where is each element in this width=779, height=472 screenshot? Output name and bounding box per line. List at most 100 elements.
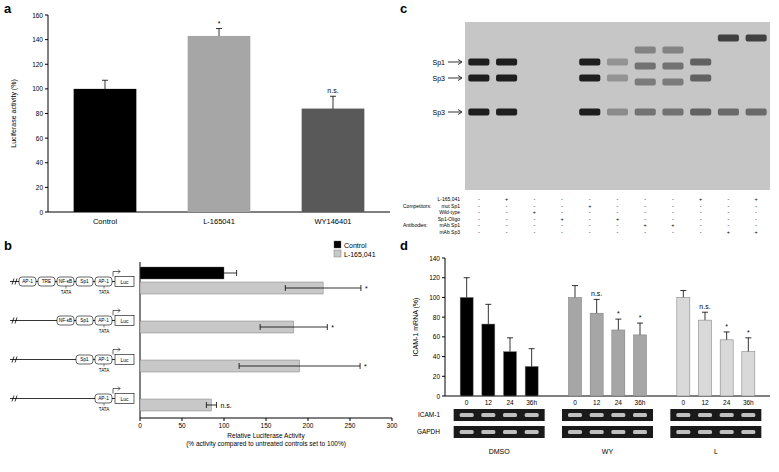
lane-sign: -	[727, 222, 729, 228]
lane-sign: -	[478, 216, 480, 222]
reporter-label: Luc	[120, 357, 129, 363]
category-label: 0	[573, 399, 577, 406]
blot-band	[698, 413, 712, 417]
x-axis-label: (% activity compared to untreated contro…	[186, 440, 346, 448]
bar	[612, 330, 625, 396]
category-label: 36h	[526, 399, 537, 406]
panel-label: d	[400, 238, 408, 253]
error-bar	[285, 285, 361, 291]
reporter-box	[115, 277, 134, 287]
blot-strip	[562, 426, 653, 438]
lane-sign: +	[671, 222, 674, 228]
site-label: NF-κB	[59, 279, 73, 284]
y-tick	[45, 64, 48, 65]
significance: *	[617, 310, 620, 317]
lane-sign: -	[478, 209, 480, 215]
bar	[720, 340, 733, 396]
legend-label: Control	[344, 242, 367, 249]
tata-tick	[104, 403, 105, 406]
lane-sign: -	[506, 209, 508, 215]
error-bar	[211, 270, 236, 276]
site-box	[76, 355, 93, 364]
gel-band	[690, 59, 711, 66]
significance: *	[365, 285, 368, 292]
row-label: L-165,041	[437, 196, 460, 202]
gel-band	[579, 59, 600, 66]
site-label: Sp1	[80, 279, 89, 284]
lane-sign: -	[506, 229, 508, 235]
reporter-box	[115, 316, 134, 326]
significance: *	[639, 314, 642, 321]
reporter-box	[115, 355, 134, 365]
blot-label: GAPDH	[417, 428, 440, 435]
gel-band	[579, 75, 600, 82]
y-tick	[45, 138, 48, 139]
significance: *	[331, 324, 334, 331]
lane-sign: -	[506, 216, 508, 222]
break-mark	[12, 357, 17, 363]
lane-sign: -	[589, 216, 591, 222]
site-label: Sp1	[80, 318, 89, 323]
y-tick-label: 140	[32, 36, 43, 43]
x-tick	[224, 418, 225, 421]
y-tick	[45, 15, 48, 16]
y-tick	[442, 336, 445, 337]
site-label: AP-1	[98, 396, 109, 401]
tss-arrow	[113, 270, 120, 277]
y-axis-label: Luciferase activity (%)	[10, 79, 18, 147]
y-tick-label: 120	[429, 274, 440, 281]
bar	[482, 324, 495, 396]
lane-sign: +	[755, 229, 758, 235]
lane-sign: +	[727, 229, 730, 235]
bar	[74, 89, 137, 212]
y-tick	[442, 277, 445, 278]
lane-sign: +	[588, 203, 591, 209]
x-tick-label: 150	[261, 422, 272, 429]
blot-strip	[670, 426, 761, 438]
significance: n.s.	[591, 290, 602, 297]
significance: *	[364, 363, 367, 370]
site-box	[57, 316, 74, 325]
lane-sign: -	[700, 229, 702, 235]
break-mark	[12, 396, 17, 402]
gel-band	[496, 109, 517, 116]
band-arrow	[448, 110, 462, 115]
y-tick	[442, 297, 445, 298]
error-bar	[260, 324, 327, 330]
lane-sign: -	[727, 216, 729, 222]
y-tick	[442, 376, 445, 377]
lane-sign: -	[755, 209, 757, 215]
y-tick-label: 20	[36, 184, 44, 191]
lane-sign: -	[533, 229, 535, 235]
lane-sign: -	[561, 229, 563, 235]
lane-sign: +	[616, 216, 619, 222]
blot-band	[720, 413, 734, 417]
y-tick	[45, 39, 48, 40]
legend-swatch	[334, 250, 341, 257]
blot-band	[633, 413, 647, 417]
lane-sign: -	[561, 209, 563, 215]
blot-band	[741, 413, 755, 417]
blot-band	[698, 430, 712, 434]
bar	[742, 352, 755, 396]
bar	[677, 297, 690, 396]
lane-sign: -	[727, 196, 729, 202]
gel-band	[718, 35, 739, 42]
bar	[140, 399, 211, 411]
site-box	[19, 277, 36, 286]
x-tick	[392, 418, 393, 421]
y-tick-label: 120	[32, 61, 43, 68]
band-label: Sp3	[433, 109, 446, 117]
bar	[699, 320, 712, 396]
blot-band	[633, 430, 647, 434]
row-label: Wild-type	[439, 209, 460, 215]
category-label: 0	[682, 399, 686, 406]
lane-sign: -	[589, 196, 591, 202]
bar	[569, 297, 582, 396]
y-tick	[45, 88, 48, 89]
break-mark	[12, 318, 17, 324]
x-tick-label: 100	[219, 422, 230, 429]
category-label: 0	[465, 399, 469, 406]
row-group: Antibodies:	[403, 222, 428, 228]
lane-sign: -	[589, 209, 591, 215]
